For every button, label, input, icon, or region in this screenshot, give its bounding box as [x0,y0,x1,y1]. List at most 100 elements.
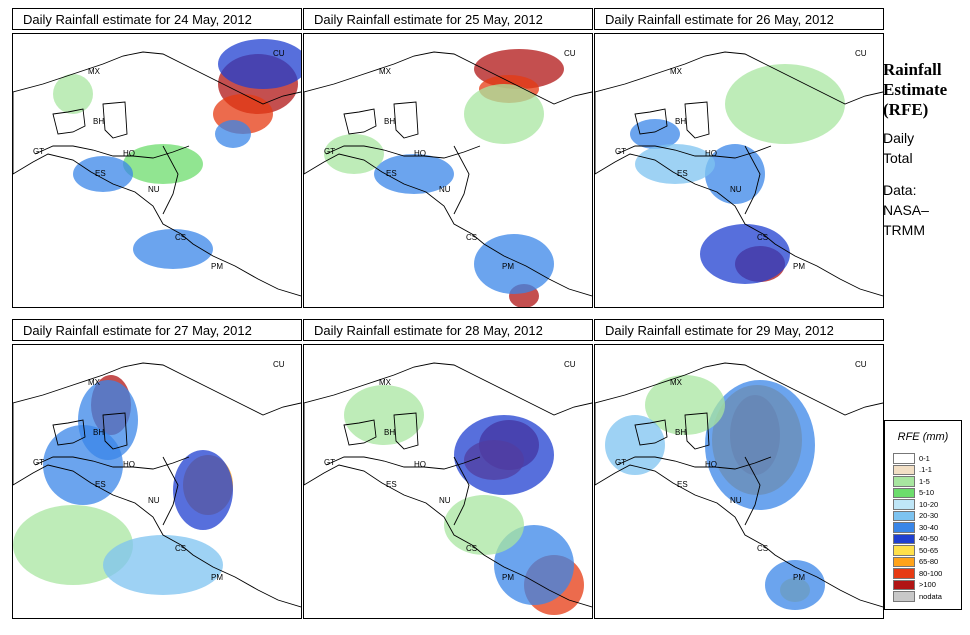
legend-swatch [893,499,915,510]
coastline-border [616,101,772,215]
country-label: CU [564,360,576,369]
country-label: NU [439,496,451,505]
legend-swatch [893,533,915,544]
rainfall-map: MX CU BH GT HO ES NU CS PM [594,344,884,619]
country-label: GT [33,458,44,467]
legend-label: 5-10 [919,488,935,498]
country-label: CU [564,49,576,58]
legend-swatch [893,591,915,602]
rainfall-map: MX CU BH GT HO ES NU CS PM [594,33,884,308]
rainfall-area [324,134,384,174]
country-label: PM [793,262,805,271]
legend-item: 40-50 [893,533,939,544]
panel-title: Daily Rainfall estimate for 25 May, 2012 [303,8,593,30]
country-label: ES [677,480,688,489]
rainfall-area [635,144,715,184]
coastline-border [34,412,190,526]
country-label: CU [273,49,285,58]
rainfall-area [464,84,544,144]
country-label: HO [414,460,426,469]
coastline-border [304,362,592,608]
country-label: ES [677,169,688,178]
rainfall-area [173,450,233,530]
country-label: CS [175,544,186,553]
country-label: CS [466,544,477,553]
coastline-border [616,412,772,526]
legend-item: 30-40 [893,522,938,533]
legend-item: nodata [893,591,942,602]
country-label: PM [211,262,223,271]
country-label: CU [273,360,285,369]
country-label: MX [88,378,101,387]
legend-swatch [893,476,915,487]
legend-item: 50-65 [893,545,938,556]
country-label: PM [793,573,805,582]
sidebar-data-line: TRMM [883,222,925,238]
country-label: BH [675,117,686,126]
map-panel: Daily Rainfall estimate for 28 May, 2012… [303,319,595,619]
coastline-border [34,101,190,215]
country-label: GT [615,458,626,467]
legend-label: 65-80 [919,557,939,567]
country-label: ES [386,169,397,178]
panel-title: Daily Rainfall estimate for 24 May, 2012 [12,8,302,30]
map-panel: Daily Rainfall estimate for 26 May, 2012… [594,8,886,308]
rainfall-area [344,385,424,445]
rainfall-area [765,560,825,610]
panel-title: Daily Rainfall estimate for 28 May, 2012 [303,319,593,341]
legend-item: .1-1 [893,464,932,475]
legend-label: 40-50 [919,534,939,544]
country-label: MX [379,378,392,387]
coastline-border [595,362,883,608]
panel-title: Daily Rainfall estimate for 29 May, 2012 [594,319,884,341]
legend-item: 10-20 [893,499,938,510]
rainfall-area [215,120,251,148]
country-label: PM [502,573,514,582]
rainfall-area [123,144,203,184]
sidebar-title-line: (RFE) [883,100,929,119]
rainfall-map: MX CU BH GT HO ES NU CS PM [303,344,593,619]
country-label: GT [324,458,335,467]
map-panel: Daily Rainfall estimate for 25 May, 2012… [303,8,595,308]
sidebar-info: Rainfall Estimate (RFE) Daily Total Data… [883,60,968,240]
legend-swatch [893,579,915,590]
country-label: MX [379,67,392,76]
country-label: NU [148,185,160,194]
country-label: CS [757,233,768,242]
country-label: BH [384,117,395,126]
country-label: NU [148,496,160,505]
country-label: HO [123,460,135,469]
country-label: ES [95,169,106,178]
country-label: PM [502,262,514,271]
legend-item: 1-5 [893,476,930,487]
country-label: MX [670,67,683,76]
rainfall-map: MX CU BH GT HO ES NU CS PM [12,344,302,619]
legend-swatch [893,522,915,533]
country-label: HO [123,149,135,158]
country-label: HO [414,149,426,158]
legend-swatch [893,510,915,521]
country-label: CS [466,233,477,242]
coastline-border [325,412,481,526]
rainfall-area [53,74,93,114]
legend-item: 65-80 [893,556,939,567]
country-label: BH [93,428,104,437]
country-label: CS [757,544,768,553]
country-label: BH [384,428,395,437]
legend-label: 30-40 [919,522,939,532]
legend-swatch [893,453,915,464]
coastline-border [595,51,883,297]
rainfall-area [705,144,765,204]
map-panel: Daily Rainfall estimate for 29 May, 2012… [594,319,886,619]
rainfall-area [725,64,845,144]
rainfall-map: MX CU BH GT HO ES NU CS PM [303,33,593,308]
coastline-border [304,51,592,297]
country-label: NU [439,185,451,194]
legend-label: 10-20 [919,499,939,509]
legend-item: 80-100 [893,568,942,579]
country-label: CU [855,360,867,369]
sidebar-data-source: Data: NASA– TRMM [883,180,968,240]
rainfall-area [700,224,790,284]
legend-item: >100 [893,579,936,590]
legend-label: 50-65 [919,545,939,555]
